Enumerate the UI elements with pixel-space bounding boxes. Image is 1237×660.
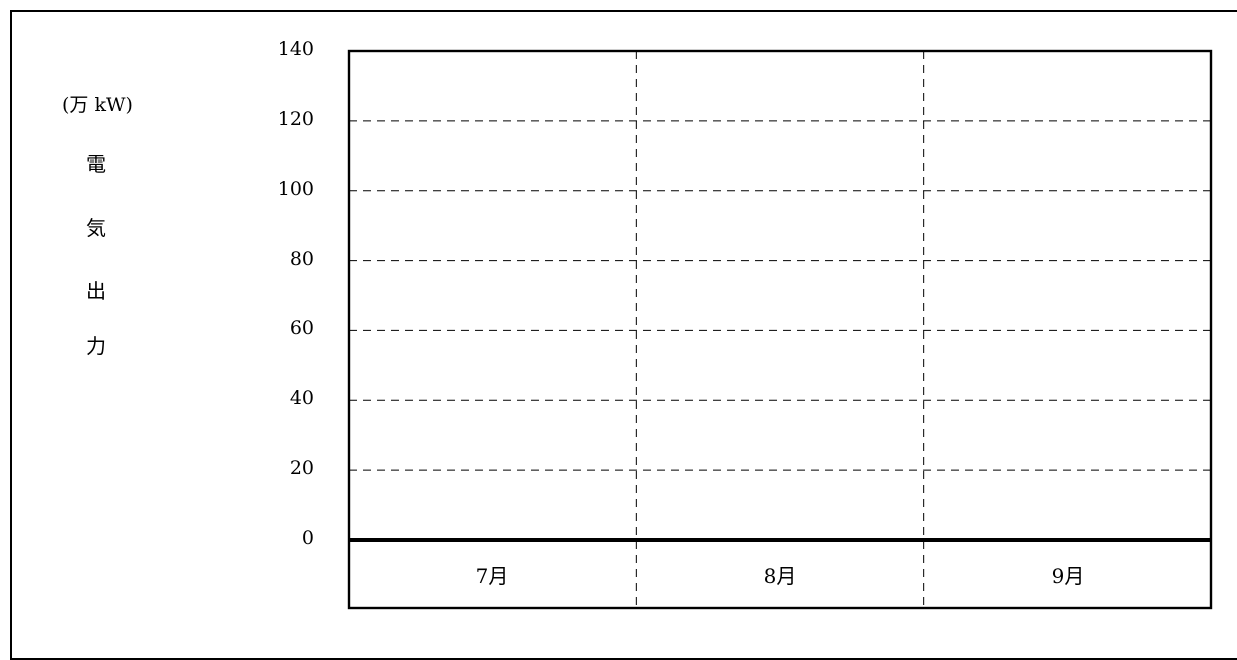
y-tick-label-80: 80 <box>289 247 314 270</box>
horizontal-gridlines <box>349 120 1211 471</box>
y-axis-label-char-2: 気 <box>86 216 106 240</box>
y-tick-label-60: 60 <box>289 317 314 340</box>
y-axis-label-char-3: 出 <box>86 279 106 303</box>
plot-area-border <box>347 49 1213 610</box>
y-tick-label-120: 120 <box>277 107 314 130</box>
x-tick-label-sep: 9月 <box>1051 564 1085 588</box>
y-axis-label-char-1: 電 <box>86 152 106 176</box>
y-axis-unit-label: (万 kW) <box>62 94 133 116</box>
y-tick-label-20: 20 <box>289 457 314 480</box>
y-tick-label-100: 100 <box>277 177 314 200</box>
x-tick-label-jul: 7月 <box>475 564 509 588</box>
y-tick-label-140: 140 <box>277 38 314 60</box>
y-tick-label-0: 0 <box>301 527 314 549</box>
chart-plot <box>347 49 1213 610</box>
x-tick-label-aug: 8月 <box>763 564 797 588</box>
vertical-gridlines <box>635 51 925 608</box>
y-tick-label-40: 40 <box>289 387 314 410</box>
y-axis-label-char-4: 力 <box>86 334 106 358</box>
